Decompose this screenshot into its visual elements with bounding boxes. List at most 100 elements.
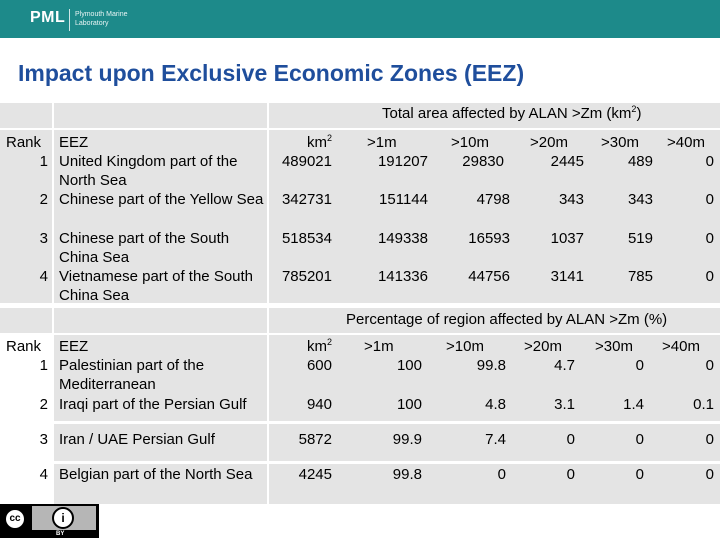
column-header-30m: >30m (601, 134, 639, 151)
eez-cell: Chinese part of the South China Sea (59, 230, 230, 266)
value-cell-30m: 1.4 (623, 396, 644, 413)
eez-cell: Iran / UAE Persian Gulf (59, 431, 215, 448)
table-cell (54, 308, 267, 333)
value-cell-1m: 100 (396, 357, 422, 374)
value-cell-1m: 100 (396, 396, 422, 413)
value-cell-40m: 0 (705, 268, 714, 285)
table-cell (54, 335, 267, 421)
eez-cell: Chinese part of the Yellow Sea (59, 191, 264, 208)
column-header-rank: Rank (6, 338, 42, 355)
pml-logo: PML (30, 9, 66, 26)
value-cell-10m: 99.8 (476, 357, 506, 374)
value-cell-30m: 0 (635, 357, 644, 374)
value-cell-1m: 99.9 (392, 431, 422, 448)
column-header-40m: >40m (662, 338, 700, 355)
value-cell-20m: 343 (558, 191, 584, 208)
value-cell-10m: 16593 (468, 230, 510, 247)
rank-cell: 3 (39, 431, 48, 448)
value-cell-10m: 0 (497, 466, 506, 483)
value-cell-40m: 0 (705, 431, 714, 448)
value-cell-40m: 0 (705, 153, 714, 170)
column-header-km2: km2 (306, 337, 332, 356)
cc-icon: cc (4, 508, 26, 530)
column-header-30m: >30m (595, 338, 633, 355)
cc-by-license-badge[interactable]: cc i BY (0, 504, 99, 538)
eez-cell: Belgian part of the North Sea (59, 466, 253, 483)
value-cell-1m: 191207 (377, 153, 428, 170)
value-cell-20m: 1037 (550, 230, 584, 247)
km2-cell: 785201 (281, 268, 332, 285)
table-cell (54, 103, 267, 128)
rank-cell: 4 (39, 466, 48, 483)
table-cell (0, 103, 52, 128)
logo-divider (69, 9, 70, 31)
value-cell-1m: 149338 (377, 230, 428, 247)
column-header-km2: km2 (306, 133, 332, 152)
column-header-40m: >40m (667, 134, 705, 151)
table-cell (54, 464, 267, 504)
value-cell-30m: 519 (627, 230, 653, 247)
column-header-rank: Rank (6, 134, 42, 151)
eez-cell: Palestinian part of the Mediterranean (59, 357, 205, 393)
column-header-20m: >20m (530, 134, 568, 151)
eez-cell: Iraqi part of the Persian Gulf (59, 396, 247, 413)
value-cell-20m: 3.1 (554, 396, 575, 413)
value-cell-10m: 7.4 (485, 431, 506, 448)
value-cell-10m: 44756 (468, 268, 510, 285)
value-cell-30m: 785 (627, 268, 653, 285)
rank-cell: 2 (39, 396, 48, 413)
rank-cell: 1 (39, 357, 48, 374)
column-header-1m: >1m (367, 134, 397, 151)
eez-cell: United Kingdom part of the North Sea (59, 153, 238, 189)
table-cell (0, 308, 52, 333)
value-cell-20m: 0 (566, 466, 575, 483)
table-cell (54, 424, 267, 461)
table-caption: Total area affected by ALAN >Zm (km2) (382, 104, 642, 123)
value-cell-40m: 0 (705, 230, 714, 247)
value-cell-40m: 0 (705, 466, 714, 483)
column-header-10m: >10m (446, 338, 484, 355)
value-cell-10m: 29830 (462, 153, 504, 170)
pml-logo-subtext: Plymouth Marine Laboratory (75, 11, 128, 27)
value-cell-20m: 0 (566, 431, 575, 448)
column-header-eez: EEZ (59, 134, 89, 151)
header-bar: PML Plymouth Marine Laboratory (0, 0, 720, 38)
attribution-icon: i (52, 507, 74, 529)
by-label: BY (56, 531, 65, 537)
value-cell-30m: 0 (635, 466, 644, 483)
table-cell (269, 464, 720, 504)
table-column-eez (54, 130, 267, 303)
value-cell-20m: 3141 (550, 268, 584, 285)
value-cell-20m: 4.7 (554, 357, 575, 374)
value-cell-30m: 489 (627, 153, 653, 170)
value-cell-30m: 0 (635, 431, 644, 448)
value-cell-30m: 343 (627, 191, 653, 208)
table-values-block (269, 130, 720, 303)
rank-cell: 2 (39, 191, 48, 208)
value-cell-10m: 4798 (476, 191, 510, 208)
table-cell (269, 424, 720, 461)
value-cell-1m: 151144 (379, 191, 428, 208)
column-header-20m: >20m (524, 338, 562, 355)
column-header-eez: EEZ (59, 338, 89, 355)
km2-cell: 489021 (281, 153, 332, 170)
km2-cell: 5872 (298, 431, 332, 448)
value-cell-20m: 2445 (550, 153, 584, 170)
value-cell-1m: 99.8 (392, 466, 422, 483)
column-header-10m: >10m (451, 134, 489, 151)
eez-cell: Vietnamese part of the South China Sea (59, 268, 254, 304)
rank-cell: 3 (39, 230, 48, 247)
km2-cell: 940 (306, 396, 332, 413)
table-caption-cell (269, 103, 720, 128)
km2-cell: 4245 (298, 466, 332, 483)
km2-cell: 518534 (281, 230, 332, 247)
value-cell-1m: 141336 (377, 268, 428, 285)
value-cell-40m: 0.1 (693, 396, 714, 413)
value-cell-10m: 4.8 (485, 396, 506, 413)
rank-cell: 4 (39, 268, 48, 285)
value-cell-40m: 0 (705, 191, 714, 208)
table-caption-cell (269, 308, 720, 333)
table-cell (269, 335, 720, 421)
table-column-rank (0, 130, 52, 303)
rank-cell: 1 (39, 153, 48, 170)
